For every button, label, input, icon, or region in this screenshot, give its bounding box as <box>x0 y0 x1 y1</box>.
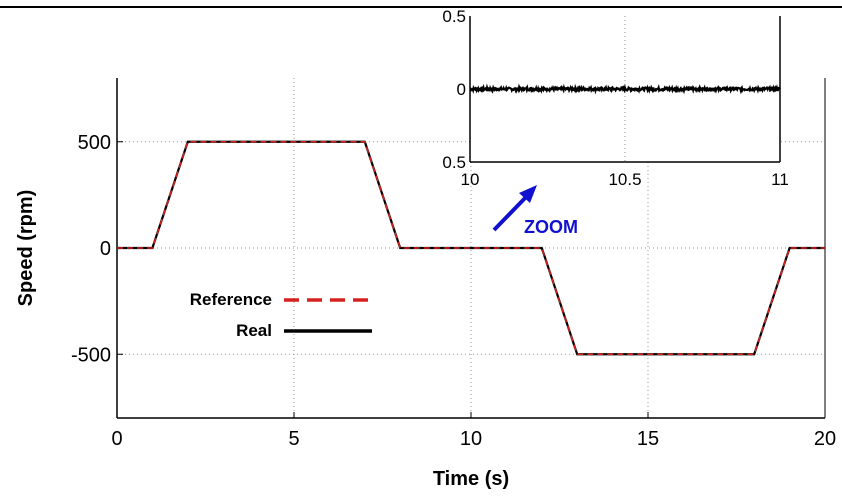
main-x-tick-label: 0 <box>111 428 122 450</box>
main-x-tick-label: 15 <box>637 428 659 450</box>
main-x-tick-label: 20 <box>814 428 836 450</box>
main-plot-area: 0 5 10 15 20 500 0 -500 <box>71 78 836 450</box>
main-x-tick-label: 5 <box>288 428 299 450</box>
zoom-arrow-head <box>519 185 537 203</box>
series-line-reference <box>117 140 825 356</box>
legend-label-real: Real <box>236 321 272 340</box>
inset-x-ticks: 10 10.5 11 <box>461 170 789 189</box>
inset-x-tick-label: 11 <box>771 170 789 189</box>
x-axis-label: Time (s) <box>433 468 509 490</box>
zoom-label: ZOOM <box>524 217 578 237</box>
legend: Reference Real <box>190 290 372 340</box>
inset-y-tick-label: 0.5 <box>442 7 466 26</box>
inset-series-line <box>469 83 781 95</box>
inset-x-tick-label: 10 <box>461 170 480 189</box>
inset-plot-area: 10 10.5 11 0.5 0 0.5 <box>442 7 788 189</box>
main-x-ticks: 0 5 10 15 20 <box>111 412 836 450</box>
top-rule <box>0 6 842 8</box>
zoom-arrow <box>492 193 530 232</box>
inset-x-tick-label: 10.5 <box>608 170 641 189</box>
inset-y-tick-label: 0.5 <box>442 153 466 172</box>
inset-series <box>469 83 781 95</box>
main-y-tick-label: 500 <box>78 132 111 154</box>
main-x-tick-label: 10 <box>460 428 482 450</box>
legend-label-reference: Reference <box>190 290 272 309</box>
zoom-annotation: ZOOM <box>492 185 578 237</box>
main-y-tick-label: 0 <box>100 238 111 260</box>
main-y-ticks: 500 0 -500 <box>71 132 123 366</box>
main-y-tick-label: -500 <box>71 344 111 366</box>
inset-y-ticks: 0.5 0 0.5 <box>442 7 466 172</box>
y-axis-label: Speed (rpm) <box>15 190 37 307</box>
main-series <box>117 140 825 356</box>
inset-y-tick-label: 0 <box>457 80 466 99</box>
